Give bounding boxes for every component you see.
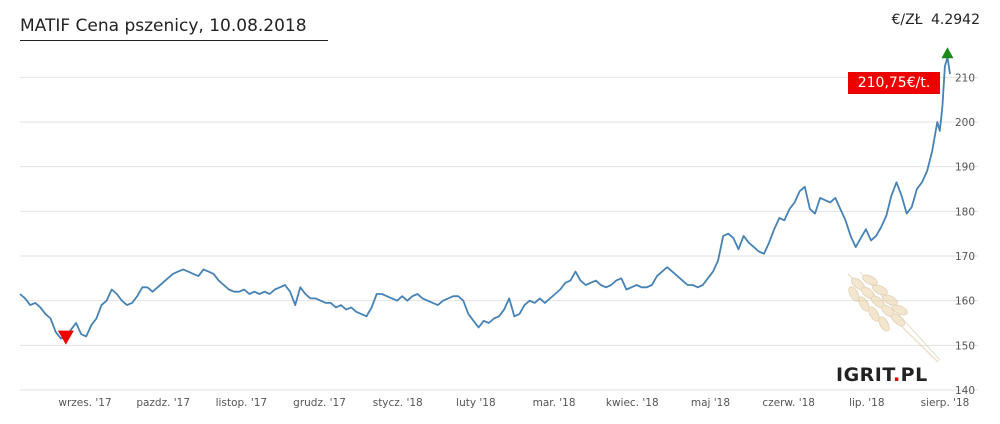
x-tick-label: mar. '18 (533, 397, 576, 409)
y-tick-label: 160 (955, 296, 975, 308)
y-tick-label: 170 (955, 251, 975, 263)
grid-lines (20, 76, 978, 391)
x-tick-label: pazdz. '17 (136, 397, 190, 409)
exchange-rate-label: €/ZŁ (891, 12, 923, 28)
x-tick-label: maj '18 (691, 397, 730, 409)
logo-main: IGRIT (836, 364, 893, 386)
x-tick-label: czerw. '18 (762, 397, 815, 409)
exchange-rate-value: 4.2942 (931, 12, 980, 28)
logo-suffix: PL (900, 364, 928, 386)
low-marker-icon (57, 330, 74, 345)
x-tick-label: wrzes. '17 (58, 397, 111, 409)
exchange-rate: €/ZŁ 4.2942 (887, 12, 980, 28)
igrit-logo: IGRIT.PL (836, 364, 928, 386)
x-tick-label: stycz. '18 (373, 397, 423, 409)
series-group (19, 56, 951, 340)
x-tick-label: grudz. '17 (293, 397, 346, 409)
x-tick-label: listop. '17 (216, 397, 267, 409)
y-tick-label: 150 (955, 340, 975, 352)
y-tick-label: 180 (955, 206, 975, 218)
y-tick-labels: 140 150 160 170 180 190 200 210 (955, 72, 975, 397)
x-tick-label: kwiec. '18 (606, 397, 659, 409)
current-price-badge: 210,75€/t. (848, 72, 940, 94)
price-series-line (19, 56, 951, 340)
y-tick-label: 200 (955, 117, 975, 129)
y-tick-label: 140 (955, 385, 975, 397)
wheat-icon (847, 271, 941, 363)
x-tick-label: lip. '18 (849, 397, 884, 409)
x-tick-label: luty '18 (456, 397, 496, 409)
markers-group (57, 47, 954, 345)
x-tick-labels: wrzes. '17 pazdz. '17 listop. '17 grudz. '1… (58, 397, 969, 409)
y-tick-label: 210 (955, 72, 975, 84)
chart-title: MATIF Cena pszenicy, 10.08.2018 (20, 16, 307, 36)
x-tick-label: sierp. '18 (921, 397, 970, 409)
high-marker-icon (941, 47, 954, 59)
y-tick-label: 190 (955, 162, 975, 174)
title-underline (20, 40, 328, 41)
logo-dot: . (892, 364, 901, 386)
